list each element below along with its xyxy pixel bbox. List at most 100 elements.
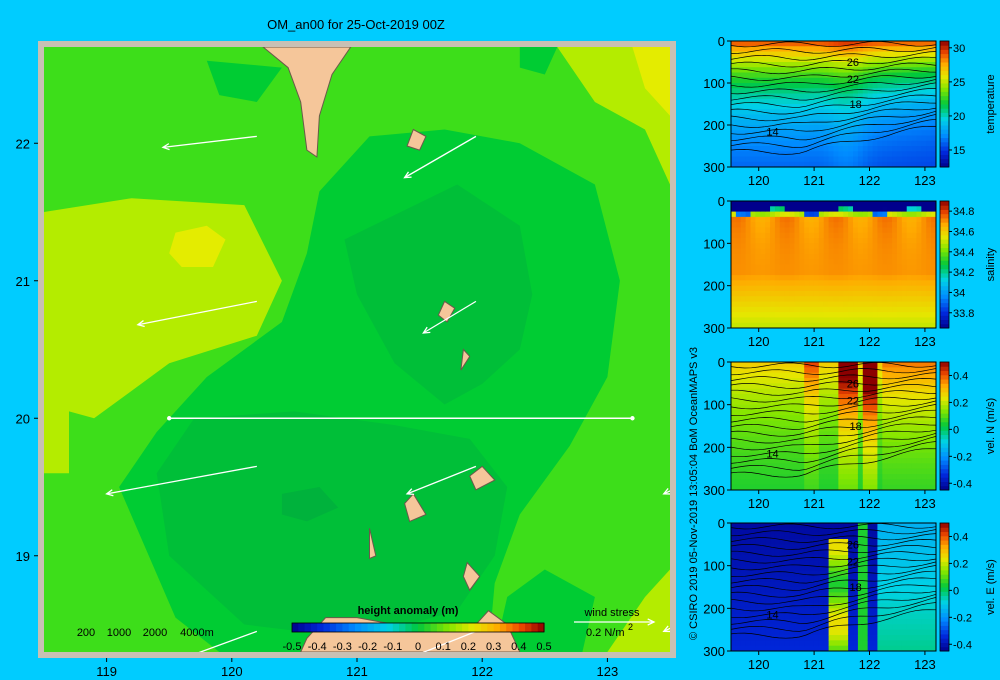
velN-cell	[794, 367, 800, 374]
salinity-cell	[818, 275, 825, 281]
temperature-contour-label-1: 22	[847, 74, 859, 86]
temperature-cell	[892, 135, 898, 142]
velE-cell	[779, 624, 786, 631]
velN-cell	[794, 362, 800, 368]
velE-cell	[911, 544, 917, 551]
salinity-cell	[843, 259, 849, 265]
map-y-tick-1: 20	[16, 411, 30, 426]
velN-cell	[828, 436, 834, 443]
temperature-cell	[765, 146, 771, 152]
velE-cell	[926, 645, 932, 652]
velE-cell	[901, 592, 908, 599]
velE-cell	[740, 597, 747, 604]
velE-contour-14	[730, 597, 937, 625]
velE-cell	[838, 549, 844, 556]
velE-cell	[926, 597, 932, 604]
velN-cell	[872, 484, 878, 491]
velE-x-tick-2: 122	[859, 657, 881, 672]
velE-cell	[799, 597, 805, 604]
velE-cell	[760, 544, 766, 551]
salinity-cell	[760, 296, 766, 303]
salinity-cell	[833, 253, 839, 260]
velN-cell	[892, 431, 898, 438]
temperature-cell	[740, 41, 747, 47]
salinity-cell	[804, 317, 810, 324]
velN-cell	[906, 378, 913, 384]
wind-arrow-4	[105, 465, 257, 497]
velN-cell	[784, 399, 791, 406]
salinity-cell	[809, 301, 815, 308]
salinity-cell	[740, 227, 747, 234]
velE-cell	[867, 576, 874, 583]
velE-cell	[843, 555, 849, 561]
salinity-cell	[892, 238, 898, 244]
temperature-cell	[770, 104, 776, 110]
salinity-cell	[872, 216, 878, 223]
velN-cell	[784, 388, 791, 395]
velN-cell	[926, 452, 932, 459]
salinity-cell	[848, 216, 854, 223]
velN-cell	[916, 362, 922, 368]
velE-cell	[887, 603, 893, 609]
velN-cell	[799, 415, 805, 422]
velN-cell	[770, 388, 776, 395]
velE-cell	[931, 608, 937, 615]
temperature-cell	[813, 119, 820, 126]
velN-cell	[916, 420, 922, 427]
velE-cell	[770, 528, 776, 535]
velE-cell	[789, 645, 795, 652]
temperature-cell	[809, 140, 815, 147]
temperature-cell	[848, 146, 854, 152]
temperature-cell	[911, 104, 917, 110]
temperature-cell	[853, 46, 859, 52]
velE-x-tick-0: 120	[748, 657, 770, 672]
temperature-cell	[867, 88, 874, 94]
velN-cell	[838, 436, 844, 443]
map-colorbar-cell-34	[506, 623, 514, 632]
salinity-cell	[926, 201, 932, 207]
temperature-cell	[896, 98, 903, 105]
velN-contour-11	[730, 423, 937, 444]
wind-arrow-2-shaft	[137, 300, 257, 326]
velE-colorbar-cell-3	[940, 633, 949, 639]
salinity-cell	[926, 312, 932, 318]
temperature-cell	[877, 104, 883, 110]
temperature-cell	[779, 41, 786, 47]
velN-cell	[818, 447, 825, 454]
velN-cell	[896, 426, 903, 432]
velE-cell	[853, 629, 859, 636]
temperature-cell	[843, 119, 849, 126]
velN-cell	[823, 426, 830, 432]
velN-cell	[833, 378, 839, 384]
salinity-cell	[848, 248, 854, 255]
velE-cell	[813, 539, 820, 545]
salinity-cell	[838, 264, 844, 271]
temperature-colorbar-tick-2: 25	[953, 77, 965, 89]
velN-cell	[823, 388, 830, 395]
temperature-x-tick-0: 120	[748, 173, 770, 188]
temperature-cell	[794, 46, 800, 52]
salinity-cell	[779, 227, 786, 234]
temperature-cell	[813, 140, 820, 147]
velN-cell	[750, 394, 756, 400]
velN-cell	[760, 378, 766, 384]
temperature-cell	[735, 67, 742, 73]
temperature-cell	[789, 125, 795, 131]
salinity-cell	[755, 317, 761, 324]
salinity-cell	[838, 285, 844, 292]
temperature-cell	[896, 146, 903, 152]
temperature-cell	[765, 93, 771, 100]
salinity-cell	[901, 243, 908, 250]
salinity-cell	[833, 317, 839, 324]
salinity-cell	[799, 232, 805, 239]
salinity-cell	[784, 248, 791, 255]
temperature-cell	[735, 77, 742, 84]
velN-cell	[828, 415, 834, 422]
velN-cell	[740, 474, 747, 480]
temperature-cell	[750, 161, 756, 168]
velE-cell	[921, 640, 927, 647]
velN-cell	[735, 484, 742, 491]
velN-cell	[857, 479, 864, 486]
temperature-cell	[735, 151, 742, 157]
temperature-cell	[735, 46, 742, 52]
